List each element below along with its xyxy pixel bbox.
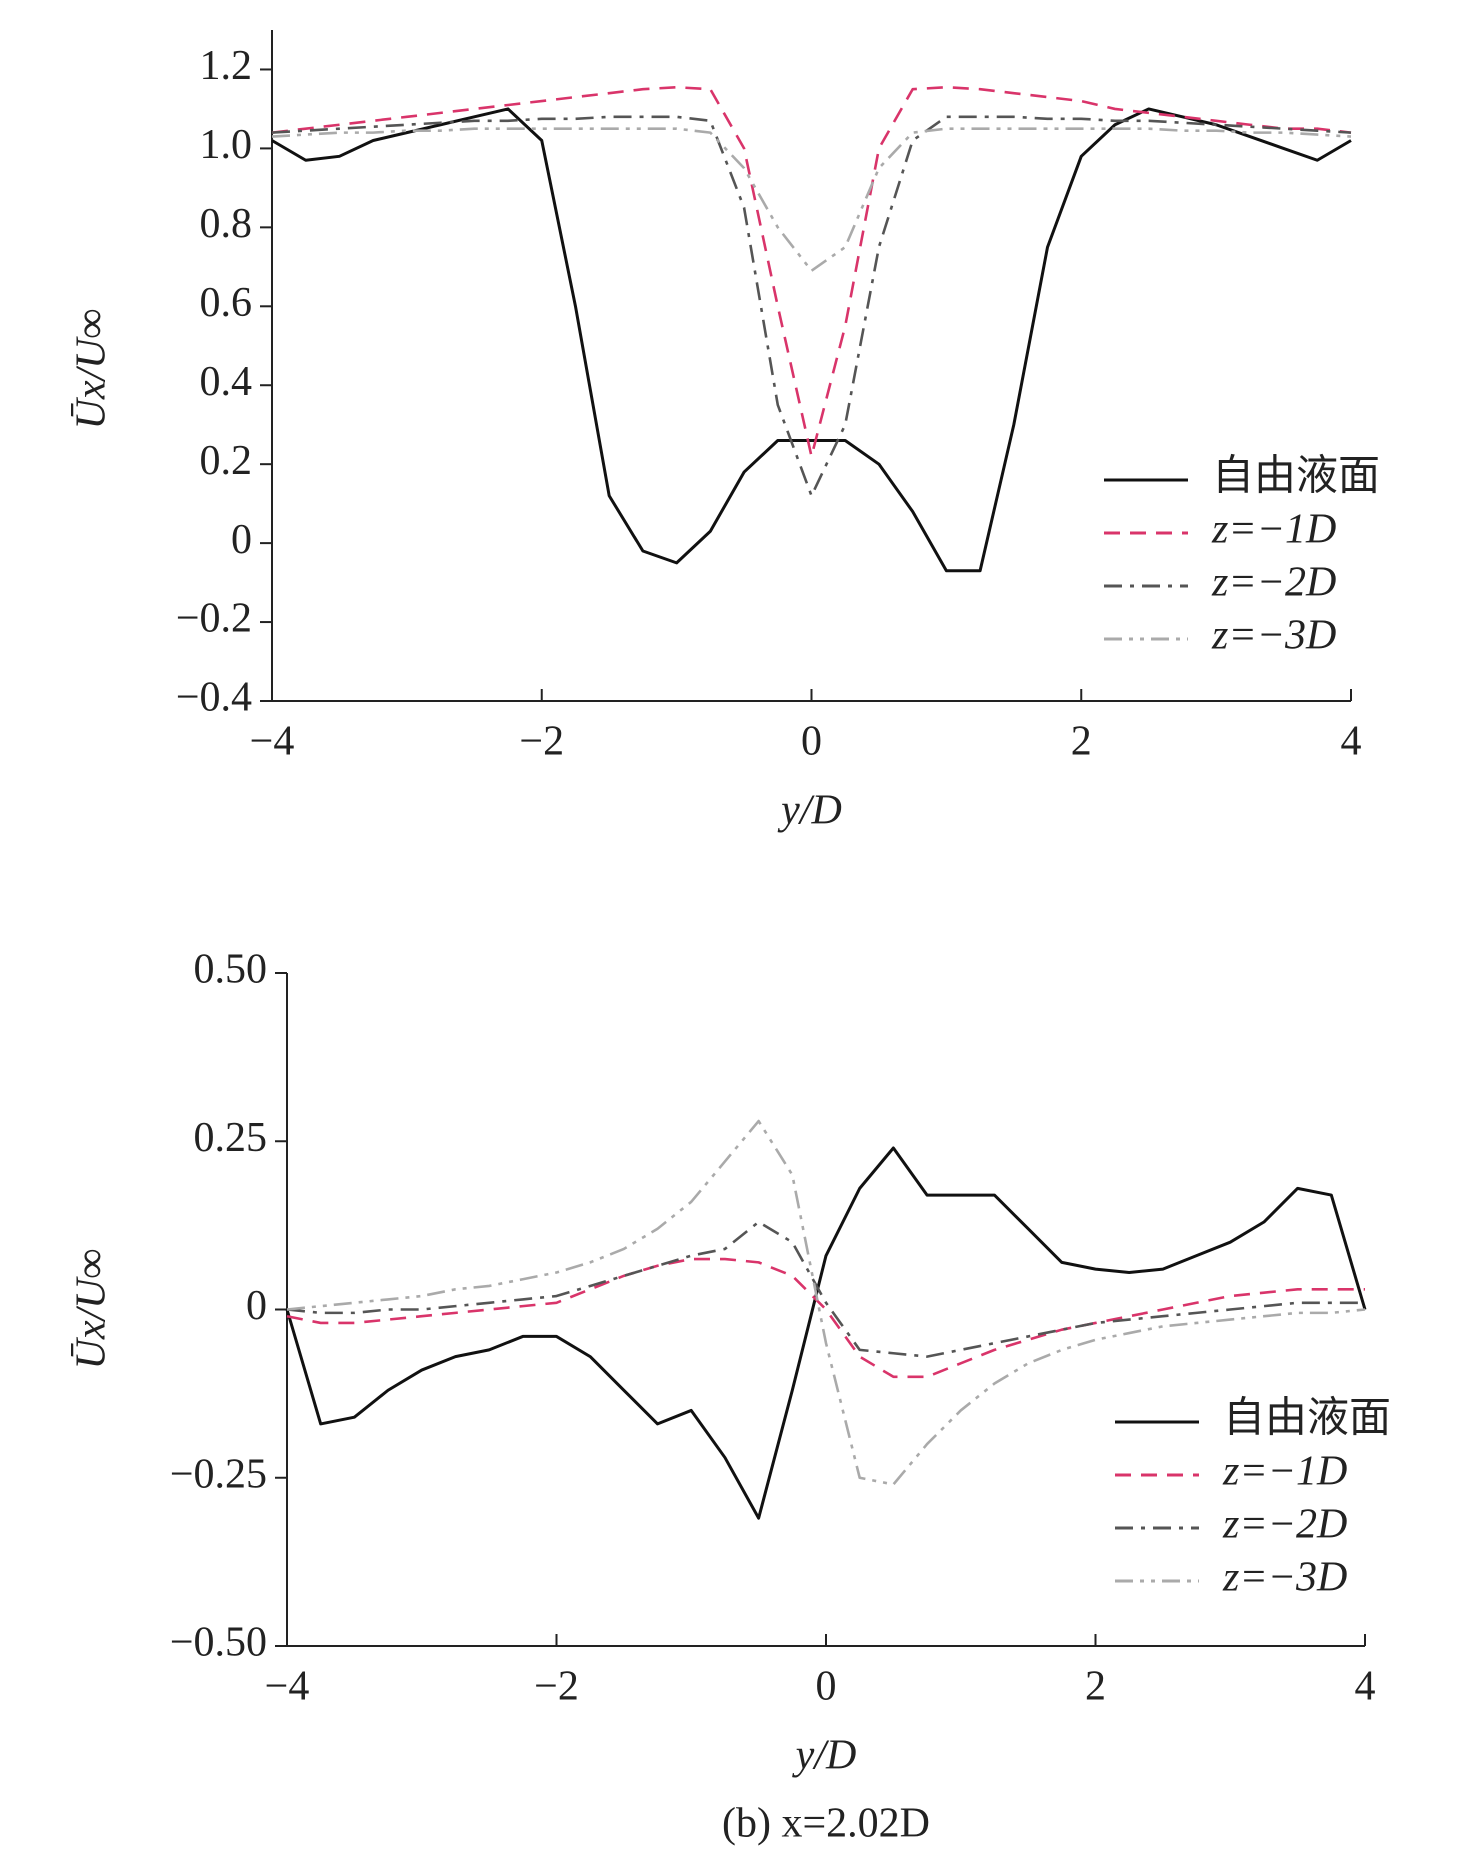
series-line [286, 1119, 1366, 1486]
legend-label: z=−3D [1222, 1555, 1347, 1601]
x-axis-label: y/D [792, 1733, 857, 1779]
legend-label: 自由液面 [1223, 1396, 1391, 1442]
y-tick-label: 0.2 [200, 438, 253, 484]
legend-label: z=−2D [1211, 560, 1336, 606]
y-axis-label: Ūx/U∞ [69, 1249, 115, 1370]
x-tick-label: 0 [801, 719, 822, 765]
y-tick-label: −0.2 [176, 596, 252, 642]
y-tick-label: −0.25 [170, 1451, 267, 1497]
x-tick-label: 2 [1071, 719, 1092, 765]
x-tick-label: 4 [1355, 1664, 1376, 1710]
y-tick-label: 0 [231, 517, 252, 563]
x-tick-label: 0 [816, 1664, 837, 1710]
x-tick-label: −4 [250, 719, 295, 765]
series-line [271, 107, 1352, 573]
x-tick-label: −2 [519, 719, 564, 765]
y-tick-label: 1.0 [200, 122, 253, 168]
series-line [271, 85, 1352, 458]
x-tick-label: 4 [1341, 719, 1362, 765]
x-tick-label: −2 [534, 1664, 579, 1710]
series-line [271, 115, 1352, 498]
y-tick-label: 0.25 [194, 1115, 268, 1161]
y-tick-label: 1.2 [200, 43, 253, 89]
y-tick-label: 0.8 [200, 201, 253, 247]
series-line [286, 1220, 1365, 1358]
x-axis-label: y/D [777, 788, 842, 834]
legend-label: 自由液面 [1212, 454, 1380, 500]
y-tick-label: −0.50 [170, 1620, 267, 1666]
y-tick-label: 0.50 [194, 947, 268, 993]
y-tick-label: 0 [246, 1283, 267, 1329]
legend-label: z=−1D [1222, 1449, 1347, 1495]
x-tick-label: 2 [1085, 1664, 1106, 1710]
x-tick-label: −4 [265, 1664, 310, 1710]
series-line [271, 127, 1352, 273]
y-tick-label: −0.4 [176, 675, 252, 721]
series-line [285, 1146, 1367, 1520]
y-axis-label: Ūx/U∞ [69, 309, 115, 430]
legend-label: z=−2D [1222, 1502, 1347, 1548]
y-tick-label: 0.4 [200, 359, 253, 405]
series-line [286, 1257, 1365, 1379]
legend-label: z=−3D [1211, 613, 1336, 659]
legend-label: z=−1D [1211, 507, 1336, 553]
caption: (b) x=2.02D [722, 1801, 930, 1847]
y-tick-label: 0.6 [200, 280, 253, 326]
